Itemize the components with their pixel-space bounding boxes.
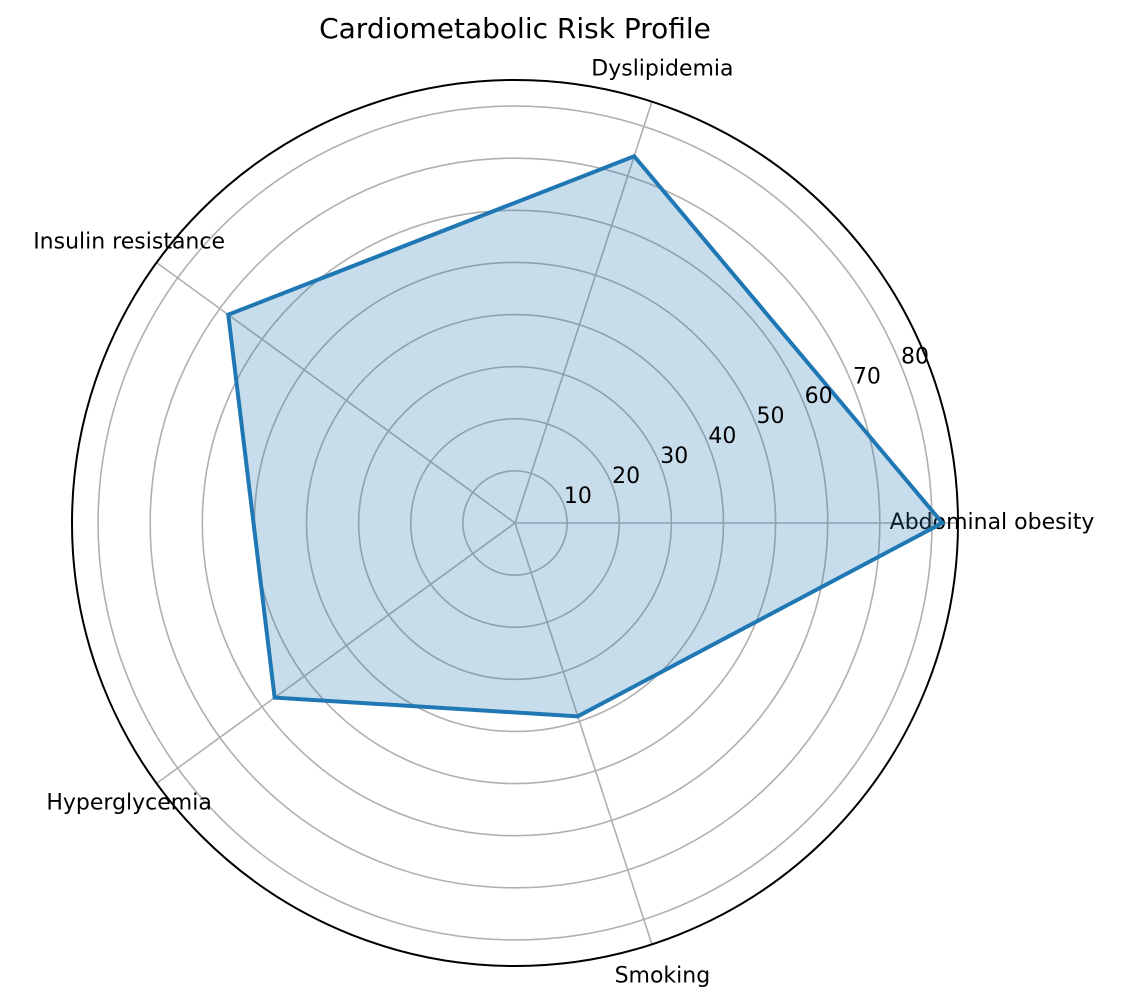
r-tick-label: 40 [708, 424, 736, 449]
category-label: Smoking [615, 964, 711, 989]
r-tick-label: 70 [853, 364, 881, 389]
spoke [156, 261, 516, 524]
spoke [514, 101, 653, 524]
spoke [156, 522, 516, 785]
r-tick-label: 80 [901, 344, 929, 369]
r-tick-label: 10 [564, 484, 592, 509]
chart-title: Cardiometabolic Risk Profile [319, 12, 711, 45]
category-label: Dyslipidemia [591, 56, 733, 81]
outer-frame [71, 79, 959, 967]
r-tick-label: 60 [805, 384, 833, 409]
r-tick-label: 50 [757, 404, 785, 429]
spoke [514, 522, 653, 945]
category-label: Hyperglycemia [46, 790, 211, 815]
radar-area [226, 153, 946, 719]
r-tick-label: 20 [612, 464, 640, 489]
category-label: Insulin resistance [33, 230, 225, 255]
r-tick-label: 30 [660, 444, 688, 469]
